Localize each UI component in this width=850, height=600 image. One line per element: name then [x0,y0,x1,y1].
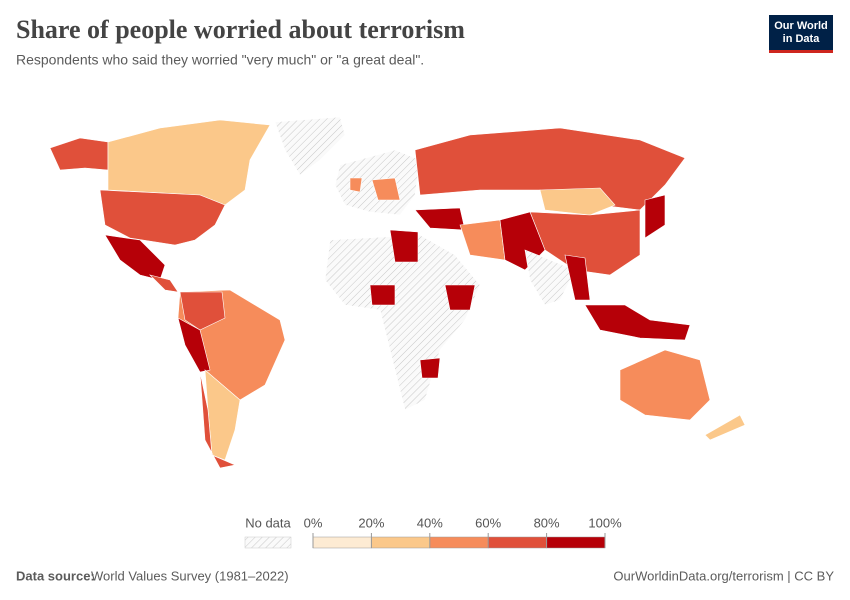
legend-bin [546,536,606,549]
country [369,284,396,306]
country [149,274,179,293]
legend-bin [371,536,431,549]
legend-bin [429,536,489,549]
legend-tick-label: 60% [475,515,501,530]
legend-tick-label: 20% [358,515,384,530]
country [619,349,711,421]
country [644,194,666,239]
country [179,291,226,331]
country [539,187,616,216]
country [444,284,476,311]
logo-box [769,15,833,50]
country [414,127,686,211]
country [459,219,506,261]
logo-text: Our World [774,20,828,32]
country [704,414,746,441]
country [199,371,236,469]
legend-tick-label: 80% [534,515,560,530]
source-label: Data source: [16,568,95,583]
country [324,234,481,411]
country [274,116,346,176]
country [414,207,466,231]
country [49,137,109,171]
logo[interactable]: Our World in Data [769,15,833,53]
country [371,177,401,201]
no-data-swatch [244,536,292,549]
source: World Values Survey (1981–2022) [91,568,289,583]
country [419,357,441,379]
legend: No data 0% 20% 40% 60% 80% 100% [244,515,622,549]
country [524,249,576,306]
legend-tick-label: 0% [304,515,323,530]
legend-tick-label: 40% [417,515,443,530]
chart-subtitle: Respondents who said they worried "very … [16,52,424,68]
legend-bin [487,536,547,549]
country [389,229,419,263]
country [564,254,591,301]
world-map [49,116,746,469]
country [349,177,363,193]
legend-bin [312,536,372,549]
country [99,189,226,246]
logo-text: in Data [783,33,821,45]
chart-title: Share of people worried about terrorism [16,15,465,44]
country [584,304,691,341]
legend-tick-label: 100% [588,515,622,530]
country [529,209,641,276]
legend-label: No data [245,515,291,530]
source-url[interactable]: OurWorldinData.org/terrorism | CC BY [613,568,834,583]
logo-bar [769,50,833,53]
